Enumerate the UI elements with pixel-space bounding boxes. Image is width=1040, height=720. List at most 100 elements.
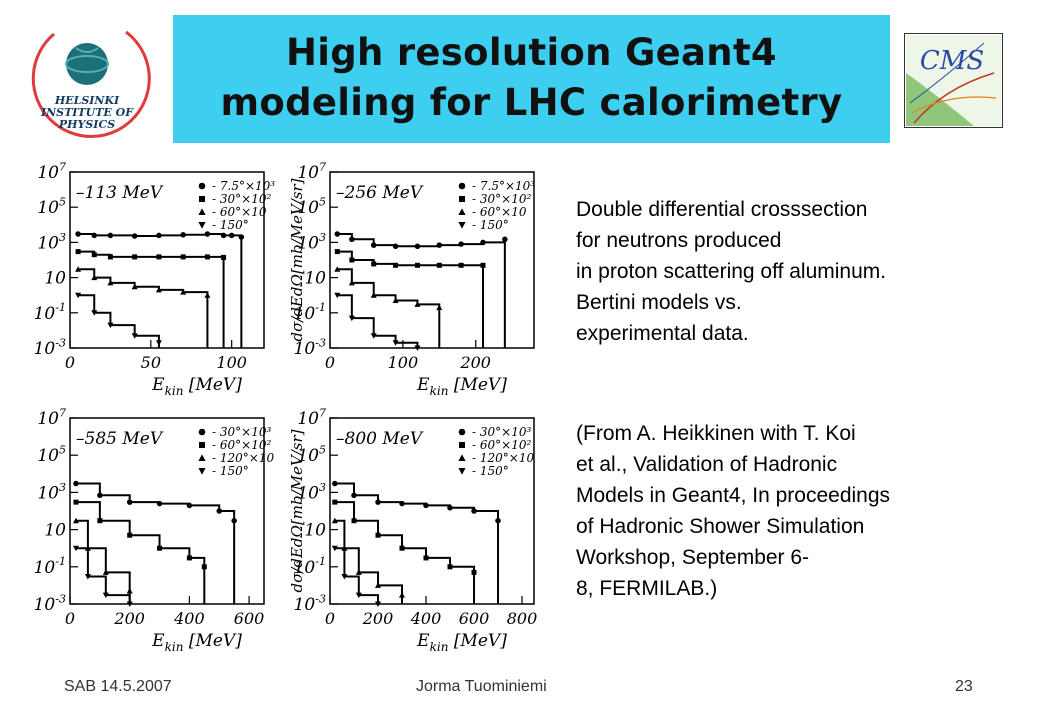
data-point: [75, 231, 81, 237]
legend-entry: - 30°×10³: [212, 425, 271, 439]
x-tick-label: 200: [459, 353, 491, 372]
data-point: [392, 243, 399, 250]
y-axis-label: dσ/dEdΩ[mb/MeV/sr]: [288, 178, 306, 341]
x-tick-label: 200: [362, 609, 394, 628]
data-point: [371, 261, 377, 267]
data-point: [199, 196, 205, 202]
legend-entry: - 60°×10: [212, 205, 267, 219]
data-point: [334, 249, 340, 255]
data-point: [423, 502, 429, 509]
svg-text:HELSINKI: HELSINKI: [54, 94, 120, 107]
data-point: [204, 254, 210, 260]
data-point: [198, 208, 206, 215]
chart-title: –585 MeV: [76, 429, 164, 449]
footer-page-number: 23: [955, 678, 973, 695]
data-point: [91, 274, 98, 281]
data-point: [480, 239, 486, 246]
legend-entry: - 30°×10²: [472, 192, 531, 206]
series-line: [78, 294, 160, 348]
data-point: [480, 262, 486, 268]
data-point: [73, 480, 79, 487]
legend-entry: - 60°×10²: [212, 438, 271, 452]
legend-entry: - 30°×10²: [212, 192, 271, 206]
data-point: [370, 242, 377, 248]
x-axis-label: Ekin [MeV]: [416, 375, 507, 398]
data-point: [341, 574, 348, 580]
legend-entry: - 150°: [472, 218, 509, 232]
data-point: [231, 517, 237, 524]
y-tick-label: 10-1: [34, 301, 66, 324]
data-point: [392, 340, 399, 346]
cms-logo: CMS: [904, 33, 1003, 128]
series-line: [337, 233, 506, 348]
data-point: [348, 315, 355, 322]
data-point: [458, 262, 464, 268]
legend-entry: - 150°: [472, 464, 509, 478]
legend-entry: - 150°: [212, 218, 249, 232]
y-tick-label: 10-3: [34, 592, 66, 615]
data-point: [458, 468, 466, 475]
data-point: [126, 601, 133, 607]
svg-text:INSTITUTE OF: INSTITUTE OF: [40, 106, 134, 119]
data-point: [375, 601, 381, 607]
series-line: [75, 501, 206, 604]
plot-frame: [329, 171, 535, 349]
data-point: [458, 208, 466, 215]
data-point: [447, 564, 453, 570]
data-point: [180, 254, 186, 260]
data-point: [97, 518, 103, 524]
data-point: [155, 340, 162, 346]
y-tick-label: 103: [297, 481, 326, 504]
data-point: [436, 304, 443, 311]
data-point: [72, 517, 79, 524]
y-tick-label: 10-3: [294, 592, 326, 615]
data-point: [198, 468, 206, 475]
data-point: [238, 234, 245, 240]
x-axis-label: Ekin [MeV]: [151, 631, 242, 654]
desc-line: for neutrons produced: [576, 229, 782, 252]
data-point: [180, 289, 187, 295]
data-point: [186, 502, 193, 509]
data-point: [355, 592, 362, 599]
x-axis-label: Ekin [MeV]: [151, 375, 242, 398]
y-tick-label: 10: [44, 269, 66, 289]
data-point: [97, 492, 103, 499]
plot-frame: [69, 171, 265, 349]
series-line: [75, 519, 131, 604]
data-point: [73, 499, 79, 505]
data-point: [91, 232, 97, 239]
data-point: [91, 310, 98, 316]
x-tick-label: 600: [234, 609, 265, 628]
desc-line: Workshop, September 6-: [576, 546, 810, 569]
y-tick-label: 10-1: [294, 301, 326, 324]
data-point: [414, 345, 421, 351]
data-point: [131, 233, 138, 239]
series-line: [75, 482, 236, 604]
data-point: [107, 322, 114, 329]
desc-line: et al., Validation of Hadronic: [576, 453, 838, 476]
y-tick-label: 105: [297, 444, 326, 467]
data-point: [399, 545, 405, 551]
data-point: [180, 232, 186, 238]
data-point: [75, 292, 82, 299]
data-point: [131, 333, 138, 339]
x-tick-label: 50: [141, 353, 161, 372]
data-point: [228, 232, 235, 239]
desc-line: Models in Geant4, In proceedings: [576, 484, 891, 507]
description-para-1: Double differential crosssection for neu…: [576, 194, 886, 349]
data-point: [75, 266, 82, 272]
x-tick-label: 0: [325, 353, 335, 372]
data-point: [459, 196, 465, 202]
svg-text:CMS: CMS: [920, 46, 984, 76]
y-tick-label: 107: [37, 160, 67, 183]
y-tick-label: 10: [304, 269, 326, 289]
data-point: [414, 301, 421, 307]
desc-line: (From A. Heikkinen with T. Koi: [576, 422, 856, 445]
legend-entry: - 7.5°×10³: [212, 179, 275, 193]
desc-line: Double differential crosssection: [576, 198, 868, 221]
series-line: [334, 501, 475, 604]
data-point: [198, 454, 206, 461]
data-point: [334, 266, 341, 272]
data-point: [349, 236, 355, 243]
chart-113-mev: 107 105 103 10 10-1 10-30 50 100 Ekin [MeV] –113 …: [34, 160, 276, 398]
